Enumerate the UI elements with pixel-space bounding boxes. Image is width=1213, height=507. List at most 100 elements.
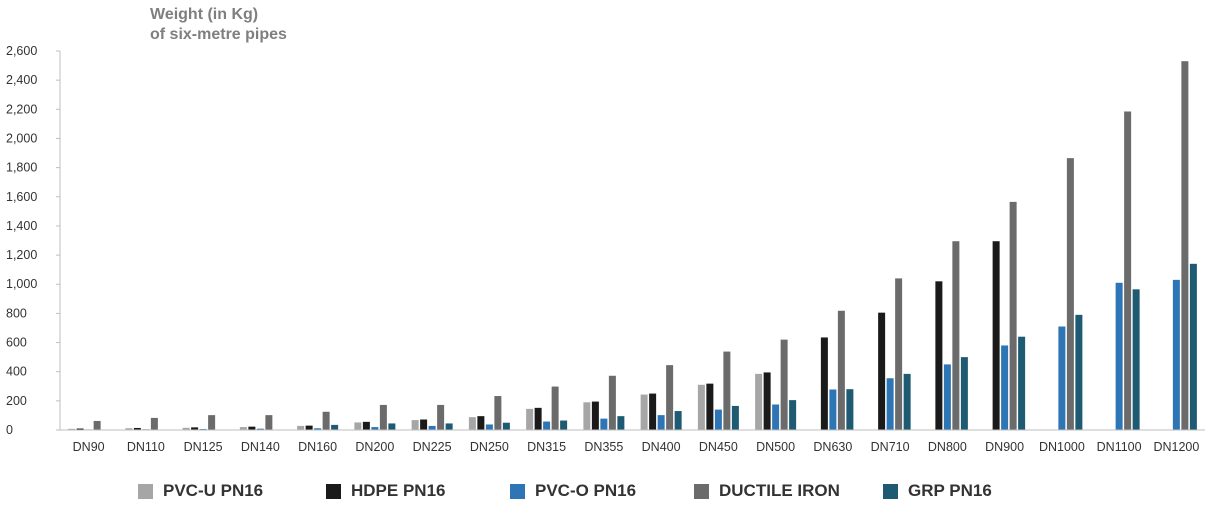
y-tick-label: 1,200: [6, 248, 37, 262]
bar-dn160-series-2: [314, 428, 322, 430]
bar-dn630-series-1: [820, 337, 828, 430]
bar-dn315-series-3: [551, 386, 559, 430]
bar-dn400-series-0: [640, 394, 648, 430]
bar-dn200-series-1: [362, 421, 370, 430]
bar-dn250-series-4: [502, 422, 510, 430]
bar-dn800-series-2: [943, 364, 951, 430]
bar-dn225-series-3: [437, 404, 445, 430]
x-tick-label: DN225: [413, 440, 452, 454]
x-tick-label: DN710: [871, 440, 910, 454]
bar-dn140-series-1: [248, 426, 256, 430]
x-tick-label: DN450: [699, 440, 738, 454]
bar-dn90-series-3: [93, 420, 101, 430]
legend-swatch: [138, 483, 153, 499]
bar-dn250-series-1: [477, 416, 485, 430]
bar-dn710-series-3: [895, 278, 903, 430]
bar-dn630-series-2: [829, 389, 837, 430]
bar-dn1200-series-3: [1181, 61, 1189, 430]
bar-dn800-series-3: [952, 241, 960, 430]
y-tick-label: 2,200: [6, 102, 37, 116]
legend-label: DUCTILE IRON: [719, 481, 840, 500]
bar-dn250-series-3: [494, 396, 502, 430]
bar-dn200-series-3: [379, 404, 387, 430]
x-tick-label: DN355: [584, 440, 623, 454]
bar-dn400-series-2: [657, 415, 665, 430]
x-tick-label: DN140: [241, 440, 280, 454]
bar-dn200-series-0: [354, 422, 362, 430]
legend-label: GRP PN16: [908, 481, 992, 500]
bar-dn800-series-1: [935, 281, 943, 430]
bar-dn250-series-0: [468, 417, 476, 430]
y-tick-label: 2,600: [6, 44, 37, 58]
x-tick-label: DN1100: [1097, 440, 1142, 454]
x-tick-label: DN160: [298, 440, 337, 454]
bar-dn450-series-0: [697, 384, 705, 430]
legend-label: PVC-O PN16: [535, 481, 637, 500]
bar-dn140-series-3: [265, 415, 273, 430]
y-tick-label: 1,600: [6, 190, 37, 204]
bar-dn900-series-4: [1018, 336, 1026, 430]
x-tick-label: DN1000: [1039, 440, 1085, 454]
legend-swatch: [694, 483, 709, 499]
legend-item-1: HDPE PN16: [326, 481, 445, 501]
bar-dn500-series-4: [789, 400, 797, 430]
legend-label: PVC-U PN16: [163, 481, 264, 500]
bar-dn225-series-1: [420, 419, 428, 430]
legend-item-2: PVC-O PN16: [510, 481, 636, 501]
y-tick-label: 200: [6, 394, 27, 408]
bar-dn355-series-2: [600, 418, 608, 430]
x-tick-label: DN800: [928, 440, 967, 454]
bar-dn630-series-4: [846, 389, 854, 430]
x-tick-label: DN500: [756, 440, 795, 454]
bar-dn315-series-4: [560, 420, 568, 430]
bar-dn800-series-4: [960, 357, 968, 430]
bar-dn140-series-2: [256, 428, 264, 430]
bar-dn250-series-2: [485, 424, 493, 430]
legend-swatch: [883, 483, 898, 499]
bar-dn200-series-4: [388, 423, 396, 430]
y-tick-label: 2,400: [6, 73, 37, 87]
bar-dn1200-series-4: [1189, 263, 1197, 430]
chart-title: Weight (in Kg): [150, 6, 259, 23]
bar-dn500-series-0: [755, 373, 763, 430]
bar-dn355-series-1: [591, 401, 599, 430]
legend: PVC-U PN16 HDPE PN16 PVC-O PN16 DUCTILE IRO…: [0, 481, 1213, 507]
x-tick-label: DN1200: [1153, 440, 1199, 454]
bar-chart: 0 200 400 600 800 1,000 1,200 1,400 1,600 1,800 2,…: [6, 44, 1205, 454]
y-tick-label: 0: [6, 423, 13, 437]
x-tick-label: DN400: [642, 440, 681, 454]
legend-swatch: [510, 483, 525, 499]
x-tick-label: DN315: [527, 440, 566, 454]
x-tick-label: DN630: [813, 440, 852, 454]
bar-dn90-series-0: [68, 428, 76, 430]
x-tick-label: DN110: [127, 440, 165, 454]
bar-dn225-series-4: [445, 423, 453, 430]
bar-dn315-series-0: [526, 408, 534, 430]
bar-dn315-series-1: [534, 407, 542, 430]
bar-dn140-series-0: [239, 427, 247, 430]
bar-dn500-series-1: [763, 372, 771, 430]
bar-dn1000-series-2: [1058, 326, 1066, 430]
y-tick-label: 400: [6, 365, 27, 379]
bar-dn500-series-2: [772, 404, 780, 430]
bar-dn355-series-3: [608, 375, 616, 430]
bar-dn200-series-2: [371, 427, 379, 430]
bar-dn500-series-3: [780, 339, 788, 430]
bar-dn1200-series-2: [1172, 279, 1180, 430]
bar-dn110-series-3: [150, 417, 158, 430]
bar-dn1100-series-2: [1115, 282, 1123, 430]
bar-dn450-series-4: [731, 405, 739, 430]
bar-dn1100-series-3: [1124, 111, 1132, 430]
bar-dn125-series-3: [208, 415, 216, 430]
bar-dn900-series-2: [1001, 345, 1009, 430]
y-tick-label: 1,000: [6, 277, 37, 291]
y-tick-label: 1,400: [6, 219, 37, 233]
bar-dn630-series-3: [837, 310, 845, 430]
legend-label: HDPE PN16: [351, 481, 446, 500]
chart-subtitle: of six-metre pipes: [150, 26, 287, 43]
bar-dn160-series-0: [297, 425, 305, 430]
bar-dn110-series-1: [133, 427, 141, 430]
bar-dn1000-series-4: [1075, 314, 1083, 430]
y-tick-label: 800: [6, 306, 27, 320]
bar-dn110-series-0: [125, 428, 133, 430]
